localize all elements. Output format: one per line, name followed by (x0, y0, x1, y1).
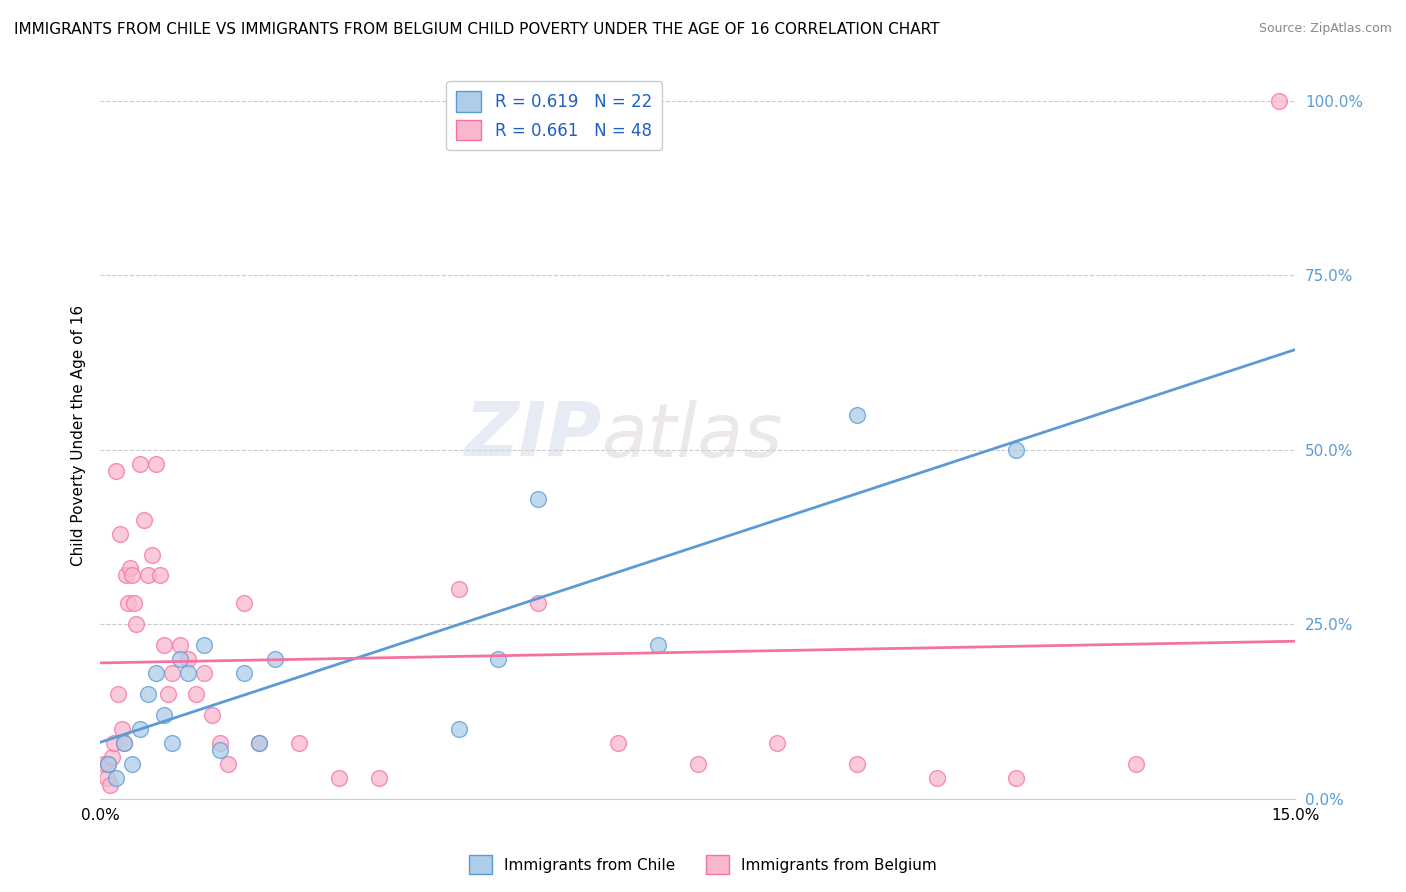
Point (925, 771, 948, 785)
Point (169, 638, 191, 652)
Point (328, 771, 350, 785)
Point (208, 736, 231, 750)
Point (184, 687, 207, 701)
Point (169, 652, 191, 666)
Point (103, 736, 125, 750)
Point (208, 743, 231, 757)
Point (112, 736, 135, 750)
Point (288, 736, 311, 750)
Y-axis label: Child Poverty Under the Age of 16: Child Poverty Under the Age of 16 (72, 305, 86, 566)
Point (107, 687, 129, 701)
Point (447, 722, 470, 736)
Point (122, 596, 145, 610)
Point (264, 652, 287, 666)
Point (129, 722, 152, 736)
Point (177, 666, 200, 681)
Point (117, 596, 139, 610)
Point (527, 596, 550, 610)
Point (201, 708, 224, 723)
Text: IMMIGRANTS FROM CHILE VS IMMIGRANTS FROM BELGIUM CHILD POVERTY UNDER THE AGE OF : IMMIGRANTS FROM CHILE VS IMMIGRANTS FROM… (14, 22, 939, 37)
Point (136, 687, 159, 701)
Point (105, 464, 128, 478)
Point (97, 756, 120, 771)
Point (1268, 94, 1291, 108)
Point (97, 756, 120, 771)
Point (232, 666, 254, 681)
Point (160, 666, 183, 681)
Point (141, 548, 163, 562)
Point (120, 561, 142, 575)
Text: ZIP: ZIP (465, 400, 602, 473)
Point (766, 736, 789, 750)
Point (111, 722, 134, 736)
Point (129, 457, 152, 471)
Point (1005, 771, 1028, 785)
Point (105, 771, 128, 785)
Point (368, 771, 391, 785)
Point (114, 568, 136, 582)
Point (846, 756, 869, 771)
Point (156, 687, 179, 701)
Point (132, 513, 155, 527)
Point (145, 666, 167, 681)
Point (607, 736, 630, 750)
Point (98, 778, 121, 792)
Legend: Immigrants from Chile, Immigrants from Belgium: Immigrants from Chile, Immigrants from B… (463, 849, 943, 880)
Point (217, 756, 239, 771)
Point (527, 491, 550, 506)
Point (249, 736, 271, 750)
Point (193, 638, 215, 652)
Legend: R = 0.619   N = 22, R = 0.661   N = 48: R = 0.619 N = 22, R = 0.661 N = 48 (447, 81, 662, 151)
Point (647, 638, 669, 652)
Point (488, 652, 510, 666)
Point (447, 582, 470, 597)
Point (121, 756, 143, 771)
Point (1125, 756, 1147, 771)
Point (1005, 442, 1028, 457)
Point (153, 638, 176, 652)
Text: atlas: atlas (602, 400, 783, 472)
Point (121, 568, 143, 582)
Point (96, 771, 118, 785)
Point (149, 568, 172, 582)
Point (686, 756, 709, 771)
Point (846, 408, 869, 422)
Point (93, 756, 115, 771)
Point (112, 736, 135, 750)
Point (177, 652, 200, 666)
Point (160, 736, 183, 750)
Point (193, 666, 215, 681)
Point (125, 617, 148, 632)
Point (136, 568, 159, 582)
Point (145, 457, 167, 471)
Point (108, 526, 131, 541)
Text: Source: ZipAtlas.com: Source: ZipAtlas.com (1258, 22, 1392, 36)
Point (249, 736, 271, 750)
Point (232, 596, 254, 610)
Point (153, 708, 176, 723)
Point (101, 750, 124, 764)
